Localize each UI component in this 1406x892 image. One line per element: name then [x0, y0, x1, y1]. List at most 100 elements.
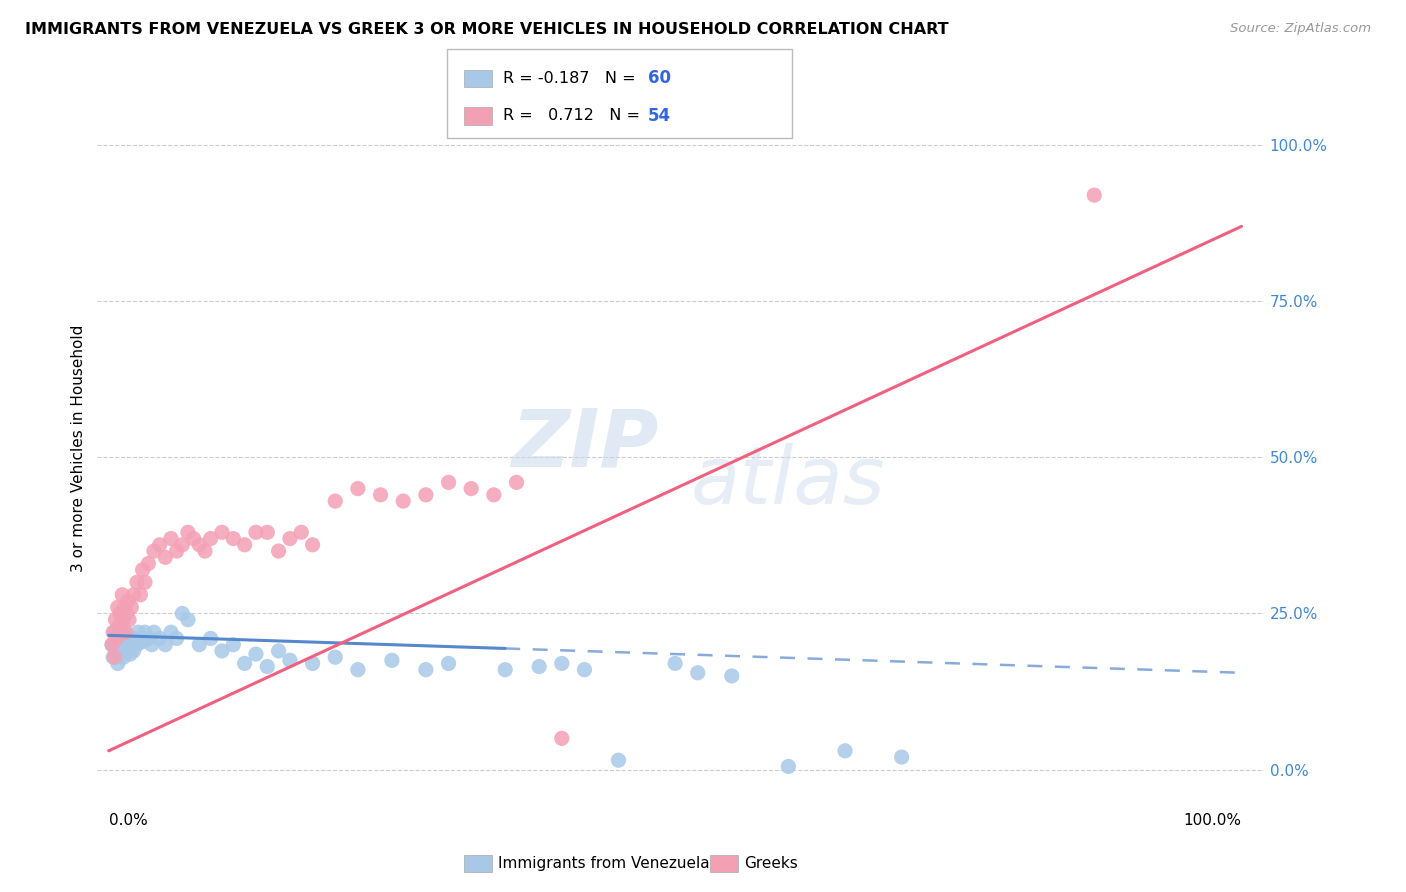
Point [149, 632, 172, 646]
Point [200, 532, 222, 546]
Text: Greeks: Greeks [744, 856, 797, 871]
Text: 0.0%: 0.0% [108, 814, 148, 829]
Point [131, 563, 153, 577]
Point [110, 644, 132, 658]
Point [172, 607, 194, 621]
Point [172, 538, 194, 552]
Point [136, 632, 159, 646]
Point [415, 663, 437, 677]
Point [111, 588, 134, 602]
Point [392, 494, 415, 508]
Point [103, 625, 125, 640]
Point [107, 600, 129, 615]
Point [222, 532, 245, 546]
Point [482, 488, 505, 502]
Point [108, 634, 131, 648]
Point [125, 575, 148, 590]
Point [188, 538, 211, 552]
Point [118, 613, 141, 627]
Point [166, 632, 188, 646]
Point [115, 628, 138, 642]
Point [494, 663, 516, 677]
Point [114, 638, 136, 652]
Point [834, 744, 856, 758]
Point [437, 657, 460, 671]
Point [323, 494, 346, 508]
Point [323, 650, 346, 665]
Point [211, 644, 233, 658]
Point [256, 525, 278, 540]
Point [301, 538, 323, 552]
Point [256, 659, 278, 673]
Point [120, 600, 142, 615]
Point [114, 625, 136, 640]
Text: Source: ZipAtlas.com: Source: ZipAtlas.com [1230, 22, 1371, 36]
Point [166, 544, 188, 558]
Point [1083, 188, 1105, 202]
Point [551, 657, 574, 671]
Point [194, 544, 217, 558]
Point [267, 544, 290, 558]
Point [890, 750, 912, 764]
Point [104, 644, 127, 658]
Text: 60: 60 [648, 70, 671, 87]
Text: 100.0%: 100.0% [1184, 814, 1241, 829]
Point [120, 632, 142, 646]
Point [103, 650, 125, 665]
Point [124, 632, 146, 646]
Point [134, 575, 156, 590]
Point [131, 634, 153, 648]
Point [143, 625, 166, 640]
Point [437, 475, 460, 490]
Point [278, 532, 301, 546]
Point [160, 532, 183, 546]
Point [505, 475, 527, 490]
Point [129, 588, 152, 602]
Point [127, 625, 149, 640]
Point [104, 613, 127, 627]
Point [233, 657, 256, 671]
Point [290, 525, 312, 540]
Point [460, 482, 482, 496]
Text: atlas: atlas [690, 443, 886, 521]
Point [136, 557, 159, 571]
Text: R = -0.187   N =: R = -0.187 N = [503, 71, 641, 86]
Point [155, 550, 177, 565]
Point [149, 538, 172, 552]
Point [103, 625, 125, 640]
Point [177, 525, 200, 540]
Point [551, 731, 574, 746]
Point [101, 638, 124, 652]
Point [177, 613, 200, 627]
Point [101, 638, 124, 652]
Point [778, 759, 800, 773]
Point [134, 625, 156, 640]
Point [120, 647, 142, 661]
Point [108, 607, 131, 621]
Point [222, 638, 245, 652]
Point [103, 650, 125, 665]
Point [160, 625, 183, 640]
Point [117, 640, 139, 655]
Point [122, 588, 145, 602]
Point [117, 594, 139, 608]
Point [370, 488, 392, 502]
Point [574, 663, 596, 677]
Point [114, 600, 136, 615]
Point [129, 632, 152, 646]
Point [112, 613, 135, 627]
Point [125, 638, 148, 652]
Point [111, 632, 134, 646]
Text: 54: 54 [648, 107, 671, 125]
Point [200, 632, 222, 646]
Point [141, 638, 163, 652]
Point [607, 753, 630, 767]
Point [664, 657, 686, 671]
Point [347, 663, 370, 677]
Text: IMMIGRANTS FROM VENEZUELA VS GREEK 3 OR MORE VEHICLES IN HOUSEHOLD CORRELATION C: IMMIGRANTS FROM VENEZUELA VS GREEK 3 OR … [25, 22, 949, 37]
Point [267, 644, 290, 658]
Text: R =   0.712   N =: R = 0.712 N = [503, 109, 645, 123]
Point [415, 488, 437, 502]
Point [347, 482, 370, 496]
Point [155, 638, 177, 652]
